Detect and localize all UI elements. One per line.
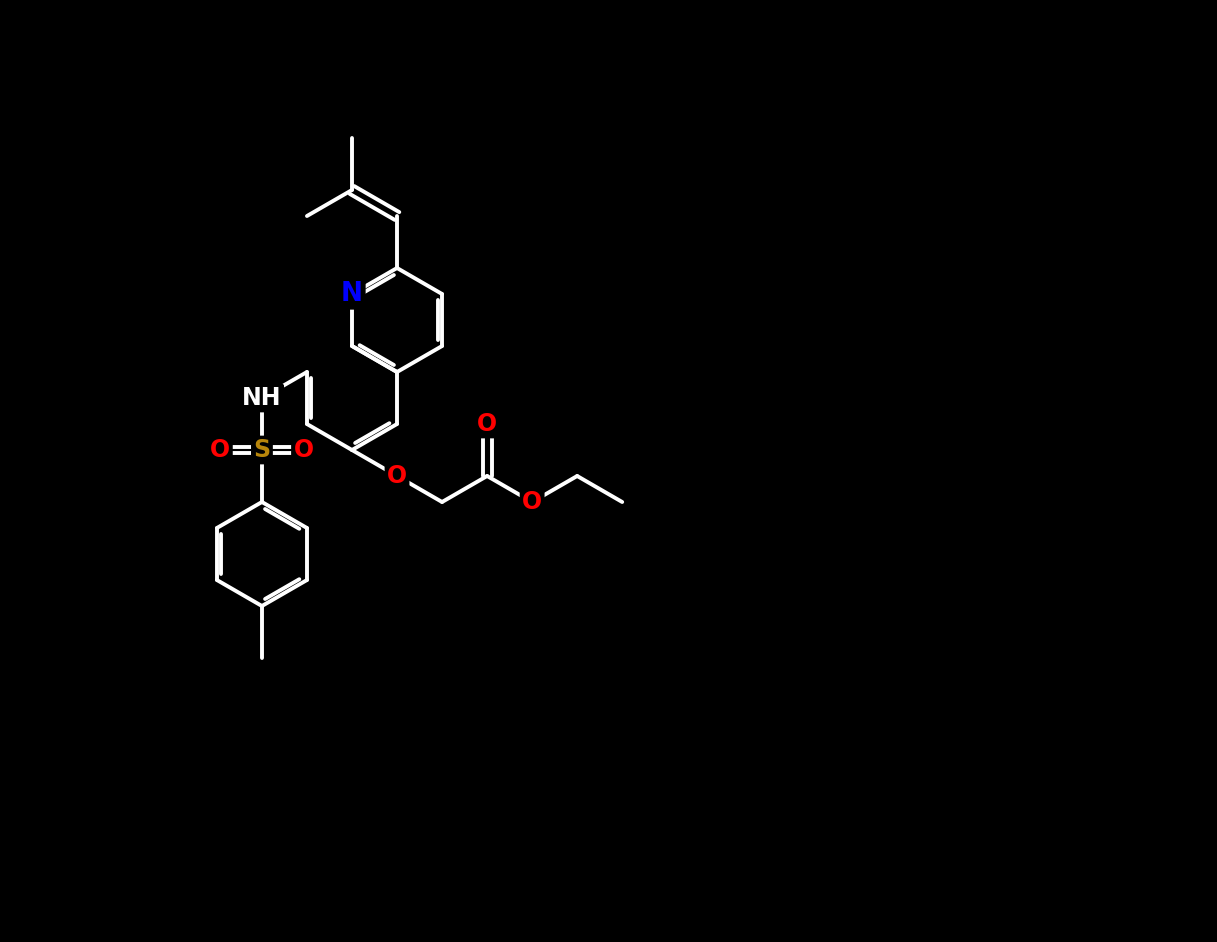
Text: S: S <box>253 438 270 462</box>
Text: O: O <box>522 490 543 514</box>
Text: O: O <box>293 438 314 462</box>
Text: O: O <box>477 412 498 436</box>
Text: N: N <box>341 281 363 307</box>
Text: NH: NH <box>242 386 281 410</box>
Text: O: O <box>387 464 408 488</box>
Text: O: O <box>211 438 230 462</box>
